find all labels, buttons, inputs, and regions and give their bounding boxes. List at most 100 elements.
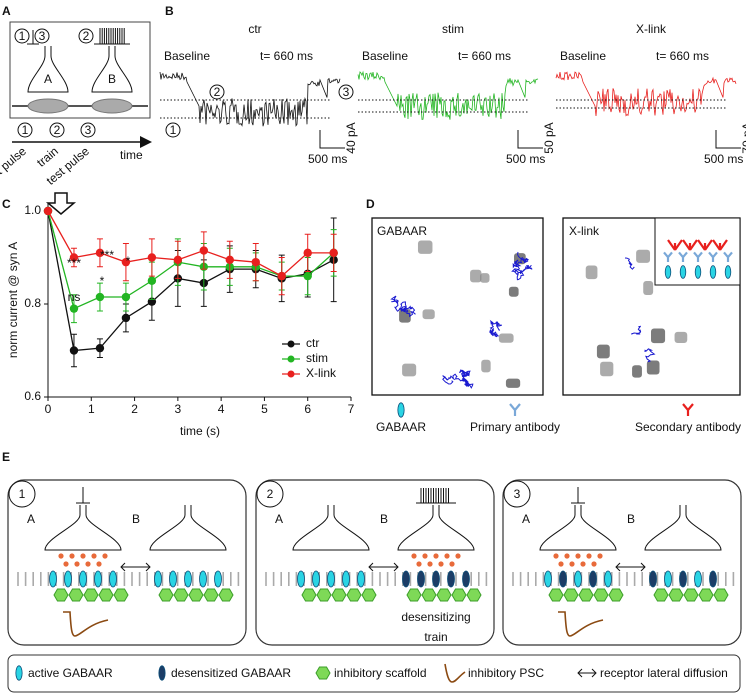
transmitter — [449, 561, 455, 567]
step-number: 2 — [267, 487, 274, 501]
receptor-icon — [709, 570, 717, 588]
psc-icon — [444, 663, 466, 683]
receptor-icon — [49, 570, 57, 588]
condition-title: X-link — [636, 22, 667, 36]
current-trace — [159, 71, 341, 127]
receptor-icon — [559, 570, 567, 588]
transmitter — [597, 553, 603, 559]
transmitter — [438, 561, 444, 567]
receptor-icon — [214, 570, 222, 588]
receptor-icon — [158, 665, 166, 681]
receptor-icon — [402, 570, 410, 588]
image-frame — [371, 217, 544, 396]
x-tick-label: 6 — [304, 402, 311, 416]
data-point — [43, 206, 53, 216]
scaffold-icon — [158, 588, 174, 602]
legend-marker — [287, 355, 295, 363]
diffusion-icon — [577, 668, 597, 678]
data-point — [69, 304, 79, 313]
panel-letter: A — [2, 4, 11, 18]
panel-letter: D — [366, 197, 375, 211]
series-line — [47, 210, 335, 310]
receptor-icon — [327, 570, 335, 588]
significance-label: * — [126, 254, 131, 268]
particle-spot — [422, 309, 435, 320]
transmitter — [58, 553, 64, 559]
x-tick-label: 1 — [88, 402, 95, 416]
particle-spot — [498, 333, 514, 343]
antibody-icon — [667, 239, 683, 251]
receptor-icon — [694, 570, 702, 588]
step-circle — [78, 28, 94, 44]
transmitter — [444, 553, 450, 559]
data-point — [69, 253, 79, 262]
time-label: t= 660 ms — [260, 49, 313, 63]
y-tick-label: 0.8 — [24, 296, 41, 310]
scaffold-icon — [451, 588, 467, 602]
step-number: 3 — [85, 123, 92, 137]
receptor-icon — [544, 570, 552, 588]
condition-title: stim — [442, 22, 464, 36]
psc-trace — [63, 611, 109, 637]
transmitter — [96, 561, 102, 567]
receptor-icon — [397, 402, 405, 418]
neuron-label: A — [44, 72, 52, 86]
legend-marker — [287, 340, 295, 348]
diffusion-arrow — [120, 562, 151, 572]
scaffold-icon — [301, 588, 317, 602]
step-number: 3 — [514, 487, 521, 501]
data-point — [251, 257, 260, 267]
trajectory — [644, 348, 656, 363]
particle-spot — [417, 240, 433, 254]
step-circle — [80, 122, 96, 138]
receptor-icon — [694, 265, 702, 279]
significance-label: *** — [67, 256, 81, 270]
transmitter — [91, 553, 97, 559]
x-axis-label: time (s) — [180, 424, 220, 438]
scale-label: 500 ms — [704, 152, 743, 166]
transmitter — [69, 553, 75, 559]
step-circle — [34, 28, 50, 44]
condition-title: ctr — [248, 22, 261, 36]
receptor-icon — [649, 570, 657, 588]
legend-label: desensitized GABAAR — [171, 666, 291, 680]
receptor-icon — [574, 570, 582, 588]
legend-label: ctr — [306, 336, 319, 350]
neuron — [149, 505, 227, 551]
data-point — [121, 257, 131, 267]
receptor-icon — [679, 570, 687, 588]
step-circle — [8, 480, 36, 508]
transmitter — [85, 561, 91, 567]
particle-spot — [646, 360, 660, 375]
scaffold-icon — [466, 588, 482, 602]
transmitter — [80, 553, 86, 559]
particle-spot — [505, 378, 521, 388]
transmitter — [591, 561, 597, 567]
scaffold-icon — [331, 588, 347, 602]
series-line — [47, 210, 334, 277]
scaffold-icon — [593, 588, 609, 602]
legend-frame — [7, 654, 741, 693]
note-label: desensitizing — [401, 610, 470, 624]
antibody-icon — [697, 239, 713, 251]
legend-marker — [287, 370, 295, 378]
scaffold-icon — [653, 588, 669, 602]
neuron — [27, 46, 69, 93]
scaffold-icon — [316, 588, 332, 602]
legend-label: stim — [306, 351, 328, 365]
transmitter — [564, 553, 570, 559]
significance-label: ns — [68, 290, 81, 304]
step-number: 2 — [83, 29, 90, 43]
diffusion-arrow — [615, 562, 646, 572]
legend-label: active GABAAR — [28, 666, 113, 680]
step-number: 1 — [19, 29, 26, 43]
scaffold-icon — [315, 666, 331, 680]
trajectory — [489, 319, 502, 338]
scaffold-icon — [698, 588, 714, 602]
y-tick-label: 0.6 — [24, 389, 41, 403]
transmitter — [575, 553, 581, 559]
receptor-icon — [589, 570, 597, 588]
scaffold-icon — [713, 588, 729, 602]
neuron — [397, 505, 475, 551]
neuron-label: A — [275, 512, 283, 526]
